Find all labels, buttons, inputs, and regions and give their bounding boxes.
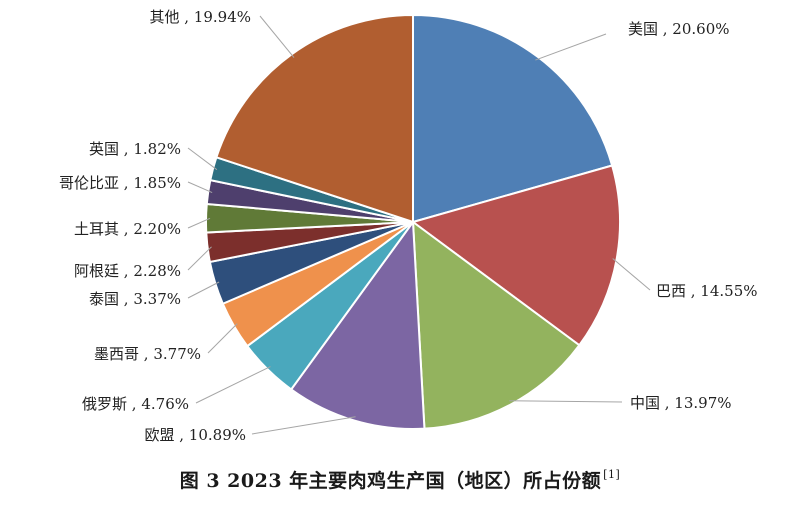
leader-line [195, 366, 271, 404]
pie-slice [412, 13, 614, 224]
slice-label: 俄罗斯 , 4.76% [82, 395, 189, 413]
slice-label: 土耳其 , 2.20% [74, 220, 181, 238]
slice-label: 哥伦比亚 , 1.85% [59, 174, 181, 192]
slice-labels: 美国 , 20.60% 巴西 , 14.55% 中国 , 13.97% 欧盟 , 10… [59, 8, 757, 444]
slice-label: 巴西 , 14.55% [656, 282, 758, 300]
leader-line [187, 246, 212, 271]
pie-slices [205, 13, 621, 430]
slice-label: 欧盟 , 10.89% [145, 426, 247, 444]
leader-line [187, 147, 218, 171]
chart-reference: [1] [603, 468, 621, 481]
leader-line [612, 258, 651, 291]
leader-line [187, 217, 211, 229]
leader-line [535, 33, 607, 61]
slice-label: 英国 , 1.82% [89, 140, 181, 158]
leader-line [187, 181, 213, 194]
leader-line [259, 15, 295, 58]
leader-line [207, 323, 238, 354]
slice-label: 美国 , 20.60% [628, 20, 730, 38]
slice-label: 泰国 , 3.37% [89, 290, 181, 308]
leader-line [251, 416, 356, 435]
chart-caption: 图 3 2023 年主要肉鸡生产国（地区）所占份额 [1] [0, 466, 800, 493]
chart-title: 图 3 2023 年主要肉鸡生产国（地区）所占份额 [179, 470, 602, 492]
leader-line [187, 281, 220, 299]
pie-slice [410, 164, 621, 347]
leader-lines [187, 15, 651, 435]
slice-label: 墨西哥 , 3.77% [94, 345, 201, 363]
leader-line [509, 400, 623, 403]
pie-slice [289, 219, 426, 430]
slice-label: 阿根廷 , 2.28% [74, 262, 181, 280]
slice-label: 其他 , 19.94% [150, 8, 252, 26]
slice-label: 中国 , 13.97% [630, 394, 732, 412]
pie-slice [411, 219, 581, 430]
